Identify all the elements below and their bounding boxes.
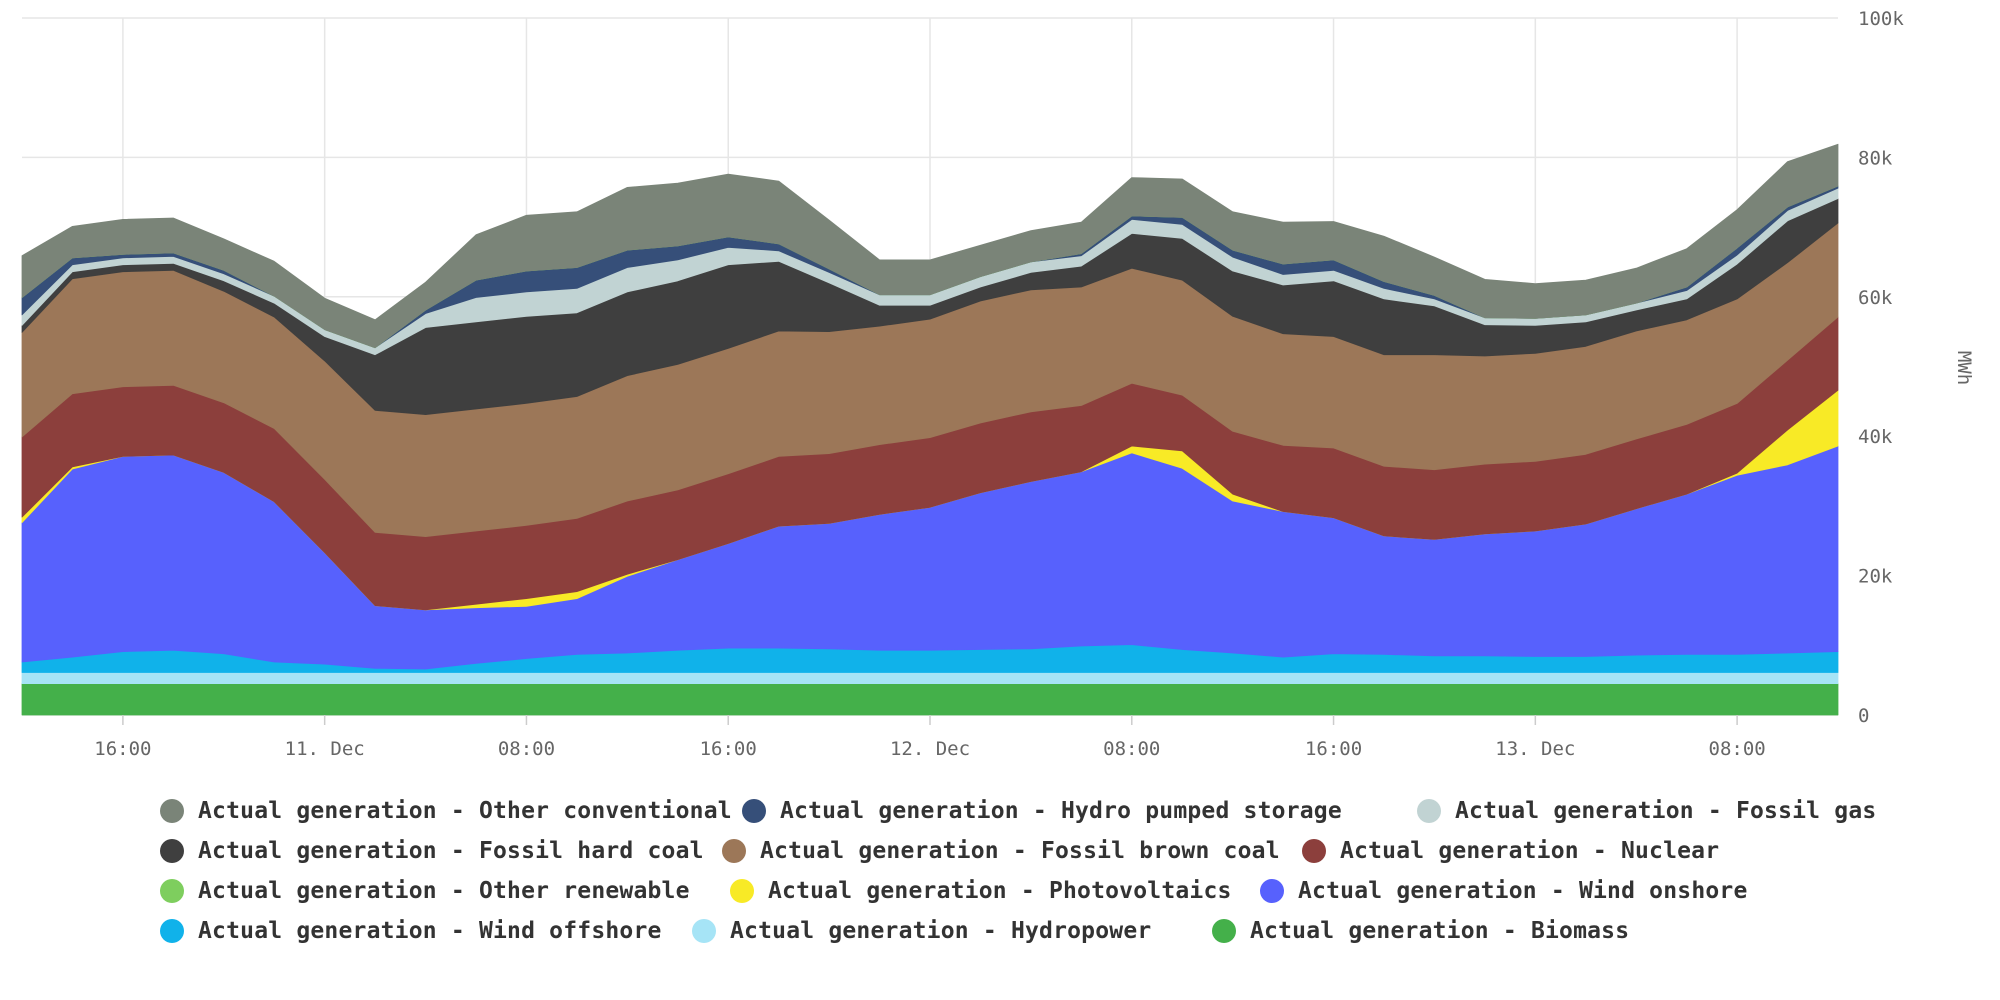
legend-item-photovoltaics[interactable]: Actual generation - Photovoltaics <box>730 878 1232 904</box>
legend-label: Actual generation - Other renewable <box>198 878 690 904</box>
legend-label: Actual generation - Hydropower <box>730 918 1152 944</box>
legend-marker-icon <box>160 799 184 823</box>
legend-item-fossil-hard-coal[interactable]: Actual generation - Fossil hard coal <box>160 838 704 864</box>
legend-marker-icon <box>160 919 184 943</box>
x-tick-label: 11. Dec <box>285 738 365 760</box>
legend-label: Actual generation - Wind offshore <box>198 918 662 944</box>
x-tick-label: 13. Dec <box>1495 738 1575 760</box>
x-tick-label: 12. Dec <box>890 738 970 760</box>
x-tick-label: 16:00 <box>94 738 151 760</box>
area-series-hydropower[interactable] <box>21 672 1839 684</box>
legend-label: Actual generation - Fossil brown coal <box>760 838 1280 864</box>
legend-label: Actual generation - Fossil hard coal <box>198 838 704 864</box>
legend-marker-icon <box>1260 879 1284 903</box>
x-tick-label: 08:00 <box>1103 738 1160 760</box>
y-axis-title: MWh <box>1953 351 1975 385</box>
legend-label: Actual generation - Fossil gas <box>1455 798 1877 824</box>
y-tick-label: 20k <box>1858 566 1893 588</box>
y-tick-label: 60k <box>1858 287 1893 309</box>
legend-item-hydropower[interactable]: Actual generation - Hydropower <box>692 918 1151 944</box>
legend-label: Actual generation - Hydro pumped storage <box>780 798 1342 824</box>
legend-label: Actual generation - Other conventional <box>198 798 732 824</box>
legend-marker-icon <box>1302 839 1326 863</box>
x-tick-label: 08:00 <box>1709 738 1766 760</box>
legend-marker-icon <box>692 919 716 943</box>
legend-marker-icon <box>160 839 184 863</box>
y-tick-label: 80k <box>1858 147 1893 169</box>
legend-item-other-renewable[interactable]: Actual generation - Other renewable <box>160 878 690 904</box>
y-tick-label: 40k <box>1858 426 1893 448</box>
axis-layer: 0 20k 40k 60k 80k 100k 16:00 11. Dec 08:00 16:00 1… <box>94 8 1904 760</box>
legend-label: Actual generation - Biomass <box>1250 918 1630 944</box>
legend-item-hydro-pumped-storage[interactable]: Actual generation - Hydro pumped storage <box>742 798 1342 824</box>
chart-svg: 0 20k 40k 60k 80k 100k 16:00 11. Dec 08:00 16:00 1… <box>21 8 1975 760</box>
y-tick-label: 0 <box>1858 705 1869 727</box>
legend-marker-icon <box>730 879 754 903</box>
legend-marker-icon <box>722 839 746 863</box>
legend-item-fossil-brown-coal[interactable]: Actual generation - Fossil brown coal <box>722 838 1280 864</box>
area-layer <box>21 143 1839 716</box>
x-tick-label: 16:00 <box>1305 738 1362 760</box>
legend-marker-icon <box>1212 919 1236 943</box>
legend-item-fossil-gas[interactable]: Actual generation - Fossil gas <box>1417 798 1876 824</box>
x-tick-label: 16:00 <box>700 738 757 760</box>
legend-item-wind-onshore[interactable]: Actual generation - Wind onshore <box>1260 878 1748 904</box>
legend-label: Actual generation - Wind onshore <box>1298 878 1748 904</box>
legend-item-other-conventional[interactable]: Actual generation - Other conventional <box>160 798 732 824</box>
legend-item-nuclear[interactable]: Actual generation - Nuclear <box>1302 838 1719 864</box>
legend-marker-icon <box>1417 799 1441 823</box>
area-series-other-conventional[interactable] <box>21 143 1839 349</box>
y-tick-label: 100k <box>1858 8 1904 30</box>
legend-label: Actual generation - Photovoltaics <box>768 878 1232 904</box>
legend-label: Actual generation - Nuclear <box>1340 838 1720 864</box>
legend-marker-icon <box>160 879 184 903</box>
legend-item-wind-offshore[interactable]: Actual generation - Wind offshore <box>160 918 662 944</box>
area-series-biomass[interactable] <box>21 683 1839 716</box>
legend-item-biomass[interactable]: Actual generation - Biomass <box>1212 918 1629 944</box>
legend-marker-icon <box>742 799 766 823</box>
x-tick-label: 08:00 <box>498 738 555 760</box>
